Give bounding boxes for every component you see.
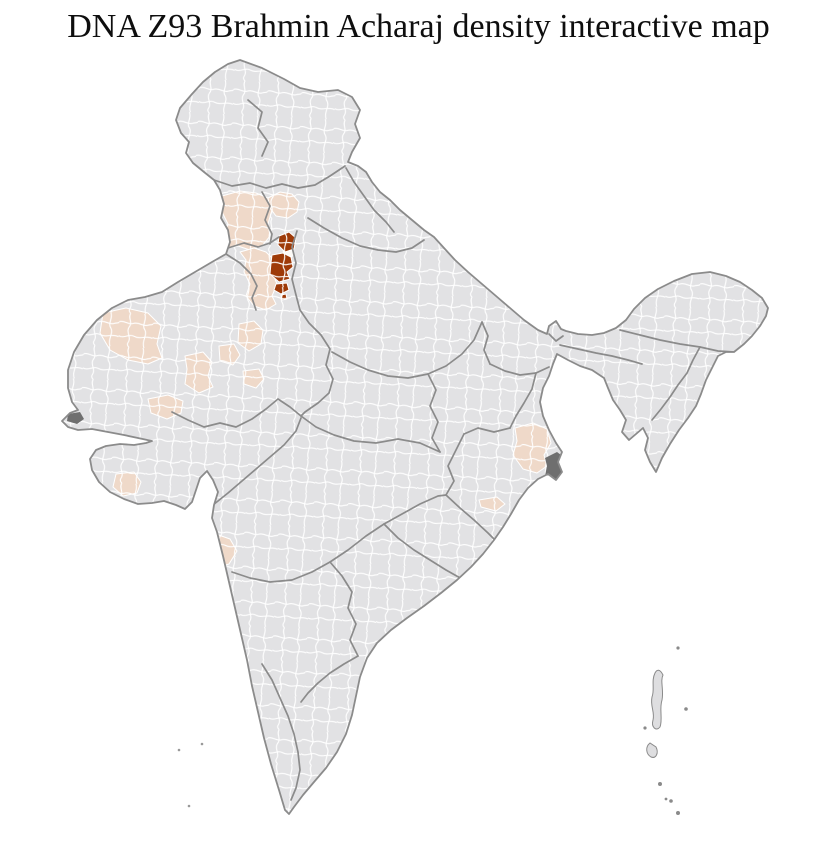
region-mumbai-city[interactable] xyxy=(177,540,186,554)
region-kutch-creek[interactable] xyxy=(67,412,84,424)
lakshadweep-islands xyxy=(177,742,204,808)
andaman-nicobar-islands xyxy=(643,646,688,815)
page-title: DNA Z93 Brahmin Acharaj density interact… xyxy=(67,8,770,45)
region-konkan-strip xyxy=(176,511,190,553)
